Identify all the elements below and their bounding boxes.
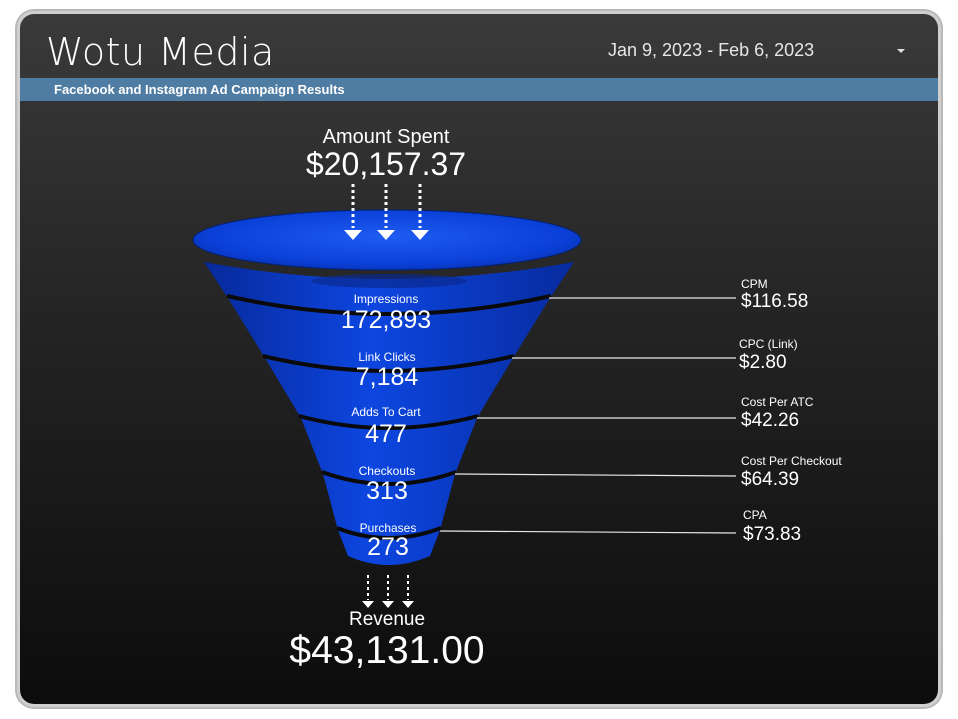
report-subtitle: Facebook and Instagram Ad Campaign Resul…: [54, 82, 345, 97]
chevron-down-icon[interactable]: [897, 49, 905, 53]
date-range-selector[interactable]: Jan 9, 2023 - Feb 6, 2023: [608, 40, 815, 60]
stage-purchases-label: Purchases: [360, 521, 417, 535]
down-arrow-icon: [351, 184, 422, 228]
metric-cost-per-checkout-label: Cost Per Checkout: [741, 454, 842, 468]
funnel-separator: [321, 470, 457, 486]
stage-impressions-value: 172,893: [341, 306, 431, 334]
brand-title: Wotu Media: [46, 30, 275, 74]
down-arrow-icon: [367, 575, 409, 600]
amount-spent-value: $20,157.37: [306, 146, 466, 182]
down-arrow-icon: [344, 230, 429, 240]
metric-cost-per-checkout-value: $64.39: [741, 469, 799, 490]
funnel-separator: [336, 526, 442, 540]
metric-cpm-value: $116.58: [741, 291, 808, 312]
funnel-separator: [298, 414, 479, 430]
stage-adds-to-cart-value: 477: [365, 420, 407, 448]
down-arrow-icon: [362, 601, 414, 608]
funnel-opening-shadow: [311, 274, 467, 288]
funnel-separator: [226, 294, 552, 316]
funnel-separator: [262, 354, 515, 373]
metric-cpc-value: $2.80: [739, 352, 787, 373]
stage-purchases-value: 273: [367, 533, 409, 561]
metric-cpa-value: $73.83: [743, 524, 801, 545]
metric-cost-per-atc-label: Cost Per ATC: [741, 395, 814, 409]
metric-cpm-label: CPM: [741, 277, 768, 291]
stage-adds-to-cart-label: Adds To Cart: [351, 405, 421, 419]
stage-checkouts-label: Checkouts: [359, 464, 416, 478]
dashboard-panel: Wotu Media Jan 9, 2023 - Feb 6, 2023 Fac…: [20, 14, 938, 704]
funnel-body: [204, 262, 574, 565]
stage-link-clicks-label: Link Clicks: [358, 350, 415, 364]
stage-link-clicks-value: 7,184: [356, 363, 419, 391]
revenue-label: Revenue: [349, 609, 425, 630]
funnel-rim: [192, 209, 582, 271]
stage-impressions-label: Impressions: [354, 292, 419, 306]
metric-cost-per-atc-value: $42.26: [741, 410, 799, 431]
metric-cpc-label: CPC (Link): [739, 337, 798, 351]
amount-spent-label: Amount Spent: [323, 126, 450, 148]
revenue-value: $43,131.00: [289, 629, 484, 672]
subtitle-bar: Facebook and Instagram Ad Campaign Resul…: [20, 78, 938, 101]
stage-checkouts-value: 313: [366, 477, 408, 505]
metric-cpa-label: CPA: [743, 508, 767, 522]
metric-leader-lines: [439, 297, 737, 534]
